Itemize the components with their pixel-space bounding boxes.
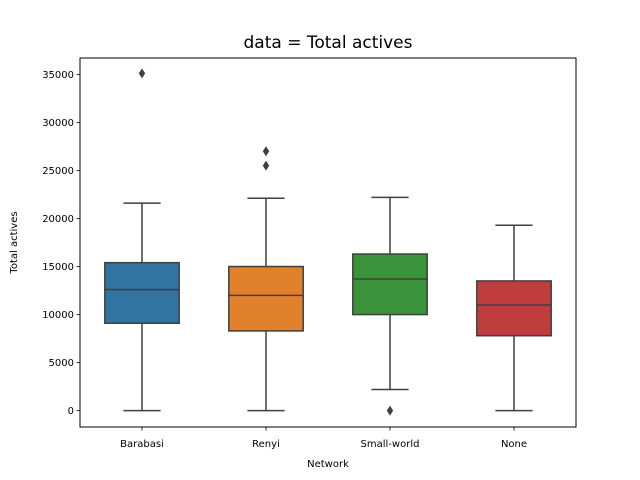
boxes-group — [104, 68, 552, 416]
plot-area-background — [80, 58, 576, 427]
x-tick-label: Renyi — [252, 439, 280, 450]
x-tick-label: Barabasi — [120, 439, 164, 450]
outlier-point — [262, 146, 270, 157]
y-tick-label: 20000 — [42, 214, 74, 225]
y-tick-label: 10000 — [42, 310, 74, 321]
outlier-point — [138, 68, 146, 79]
y-tick-label: 35000 — [42, 70, 74, 81]
x-tick-label: Small-world — [361, 439, 420, 450]
y-tick-label: 0 — [68, 406, 74, 417]
plot-area-frame — [79, 57, 577, 428]
outlier-point — [262, 160, 270, 171]
y-tick-label: 5000 — [49, 358, 74, 369]
x-tick-label: None — [501, 439, 527, 450]
box-renyi — [228, 265, 304, 332]
box-small-world — [352, 253, 428, 316]
y-axis-label: Total actives — [9, 211, 20, 274]
box-none — [476, 280, 552, 337]
box-barabasi — [104, 261, 180, 324]
chart-title: data = Total actives — [244, 33, 413, 53]
x-axis-label: Network — [307, 459, 349, 470]
y-tick-label: 30000 — [42, 118, 74, 129]
outlier-point — [386, 405, 394, 416]
y-tick-label: 15000 — [42, 262, 74, 273]
x-axis-ticks: Barabasi Renyi Small-world None — [120, 427, 527, 450]
y-tick-label: 25000 — [42, 166, 74, 177]
y-axis-ticks: 0 5000 10000 15000 20000 25000 30000 35000 — [42, 70, 80, 417]
